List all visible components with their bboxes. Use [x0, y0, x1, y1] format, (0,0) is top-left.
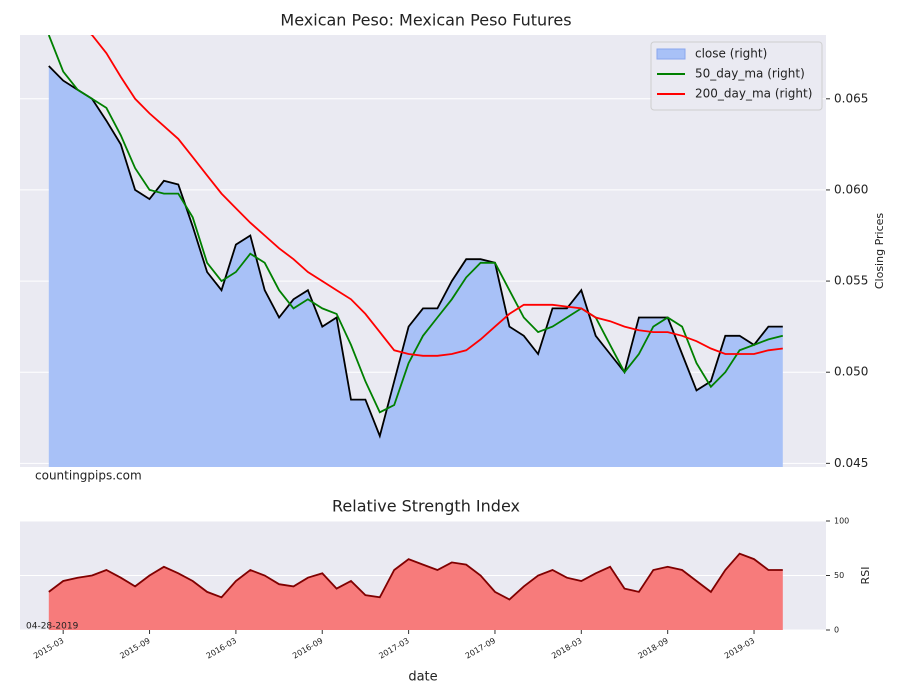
x-tick-label: 2018-03 — [550, 636, 583, 661]
line — [48, 65, 783, 439]
y2-axis-label: RSI — [859, 567, 872, 585]
y2-axis-label: Closing Prices — [873, 213, 886, 290]
y2-tick-label: 0.055 — [834, 274, 868, 288]
series-group — [48, 552, 783, 630]
line — [48, 552, 783, 601]
chart-title: Mexican Peso: Mexican Peso Futures — [280, 11, 571, 30]
chart-title: Relative Strength Index — [332, 497, 520, 516]
x-tick-label: 2017-09 — [464, 636, 497, 661]
y2-tick-label: 0.065 — [834, 91, 868, 105]
series-group — [47, 35, 784, 467]
annotation: countingpips.com — [35, 469, 142, 483]
x-tick-label: 2015-09 — [118, 636, 151, 661]
y2-tick-label: 100 — [834, 517, 849, 526]
y2-tick-label: 0.060 — [834, 182, 868, 196]
line — [90, 35, 783, 357]
legend-swatch — [656, 48, 686, 60]
area — [48, 553, 783, 630]
legend-label: 200_day_ma (right) — [695, 87, 812, 101]
y2-tick-label: 0.050 — [834, 365, 868, 379]
y2-tick-label: 50 — [834, 571, 844, 580]
legend-label: 50_day_ma (right) — [695, 67, 805, 81]
x-tick-label: 2016-09 — [291, 636, 324, 661]
annotation: 04-28-2019 — [26, 622, 79, 632]
y2-tick-label: 0.045 — [834, 456, 868, 470]
y2-tick-label: 0 — [834, 626, 839, 635]
line — [47, 35, 784, 414]
x-tick-label: 2018-09 — [636, 636, 669, 661]
x-axis-label: date — [408, 670, 437, 685]
area — [48, 66, 783, 467]
x-tick-label: 2016-03 — [205, 636, 238, 661]
legend-label: close (right) — [695, 47, 767, 61]
x-tick-label: 2017-03 — [377, 636, 410, 661]
x-tick-label: 2015-03 — [32, 636, 65, 661]
x-tick-label: 2019-03 — [723, 636, 756, 661]
legend-box — [650, 41, 823, 111]
